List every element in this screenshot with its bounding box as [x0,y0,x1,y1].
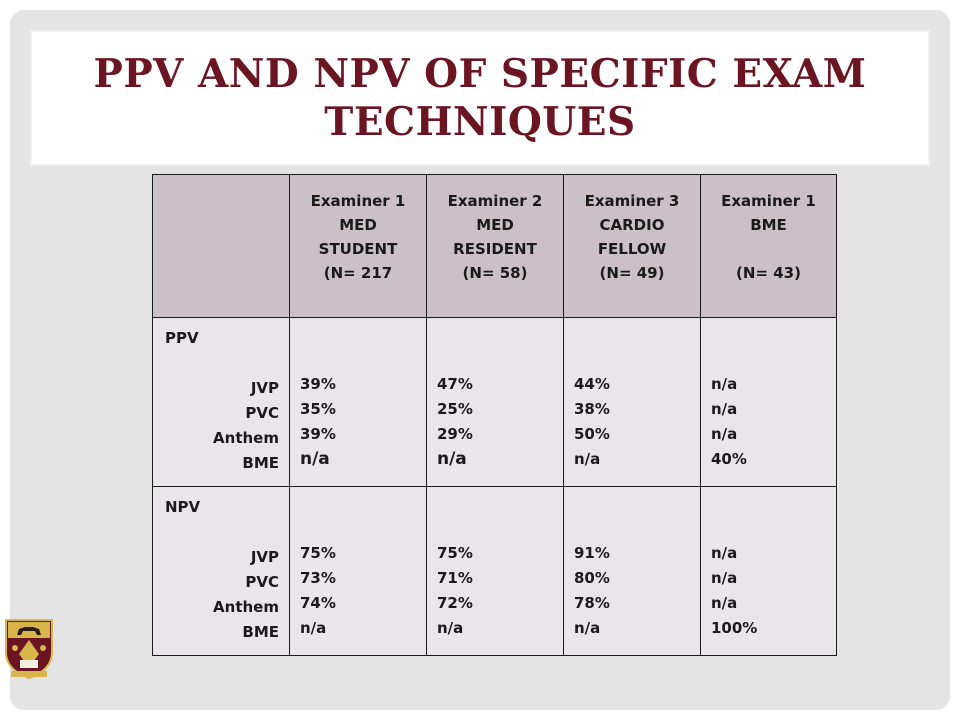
header-cell-examiner-2-resident: Examiner 2 MED RESIDENT (N= 58) [426,174,564,318]
value-cell: 75% 71% 72% n/a [426,486,564,656]
value: 29% [437,425,473,443]
value: n/a [711,375,738,393]
slide-title: PPV and NPV of Specific Exam Techniques [93,51,867,145]
value: n/a [711,425,738,443]
value: 35% [300,400,336,418]
technique-label: JVP [250,548,279,566]
value: 91% [574,544,610,562]
value: 38% [574,400,610,418]
value: 80% [574,569,610,587]
value: n/a [300,619,327,637]
technique-label: BME [242,623,279,641]
value-cell: 44% 38% 50% n/a [563,317,701,487]
value: n/a [711,400,738,418]
corner-cell [152,174,290,318]
value: 71% [437,569,473,587]
value: 25% [437,400,473,418]
value: 72% [437,594,473,612]
value: 39% [300,375,336,393]
value-cell: 75% 73% 74% n/a [289,486,427,656]
technique-label: JVP [250,379,279,397]
section-label: PPV [165,329,199,347]
header-cell-examiner-1-student: Examiner 1 MED STUDENT (N= 217 [289,174,427,318]
value-cell: 47% 25% 29% n/a [426,317,564,487]
value: n/a [711,544,738,562]
row-label-cell: NPV JVP PVC Anthem BME [152,486,290,656]
row-label-cell: PPV JVP PVC Anthem BME [152,317,290,487]
technique-label: Anthem [213,429,279,447]
technique-label: PVC [245,573,279,591]
value-cell: 91% 80% 78% n/a [563,486,701,656]
technique-label: Anthem [213,598,279,616]
value: 74% [300,594,336,612]
value: 40% [711,450,747,468]
header-cell-examiner-3-fellow: Examiner 3 CARDIO FELLOW (N= 49) [563,174,701,318]
value: n/a [574,450,601,468]
value: 50% [574,425,610,443]
value: 75% [437,544,473,562]
value: n/a [437,449,467,469]
value: 100% [711,619,758,637]
value: n/a [711,569,738,587]
section-label: NPV [165,498,201,516]
results-table: Examiner 1 MED STUDENT (N= 217 Examiner … [152,174,837,656]
value: 73% [300,569,336,587]
value: n/a [437,619,464,637]
value: 78% [574,594,610,612]
npv-row: NPV JVP PVC Anthem BME 75% 73% 74% n/a 7… [152,486,837,656]
value: n/a [300,449,330,469]
university-crest-icon [5,619,53,680]
value-cell: n/a n/a n/a 40% [700,317,837,487]
slide: PPV and NPV of Specific Exam Techniques … [10,10,950,710]
header-row: Examiner 1 MED STUDENT (N= 217 Examiner … [152,174,837,318]
value: n/a [574,619,601,637]
value: n/a [711,594,738,612]
value-cell: 39% 35% 39% n/a [289,317,427,487]
value: 47% [437,375,473,393]
value: 39% [300,425,336,443]
technique-label: BME [242,454,279,472]
value-cell: n/a n/a n/a 100% [700,486,837,656]
technique-label: PVC [245,404,279,422]
header-cell-examiner-1-bme: Examiner 1 BME (N= 43) [700,174,837,318]
value: 44% [574,375,610,393]
ppv-row: PPV JVP PVC Anthem BME 39% 35% 39% n/a 4… [152,317,837,487]
title-box: PPV and NPV of Specific Exam Techniques [30,30,930,166]
value: 75% [300,544,336,562]
